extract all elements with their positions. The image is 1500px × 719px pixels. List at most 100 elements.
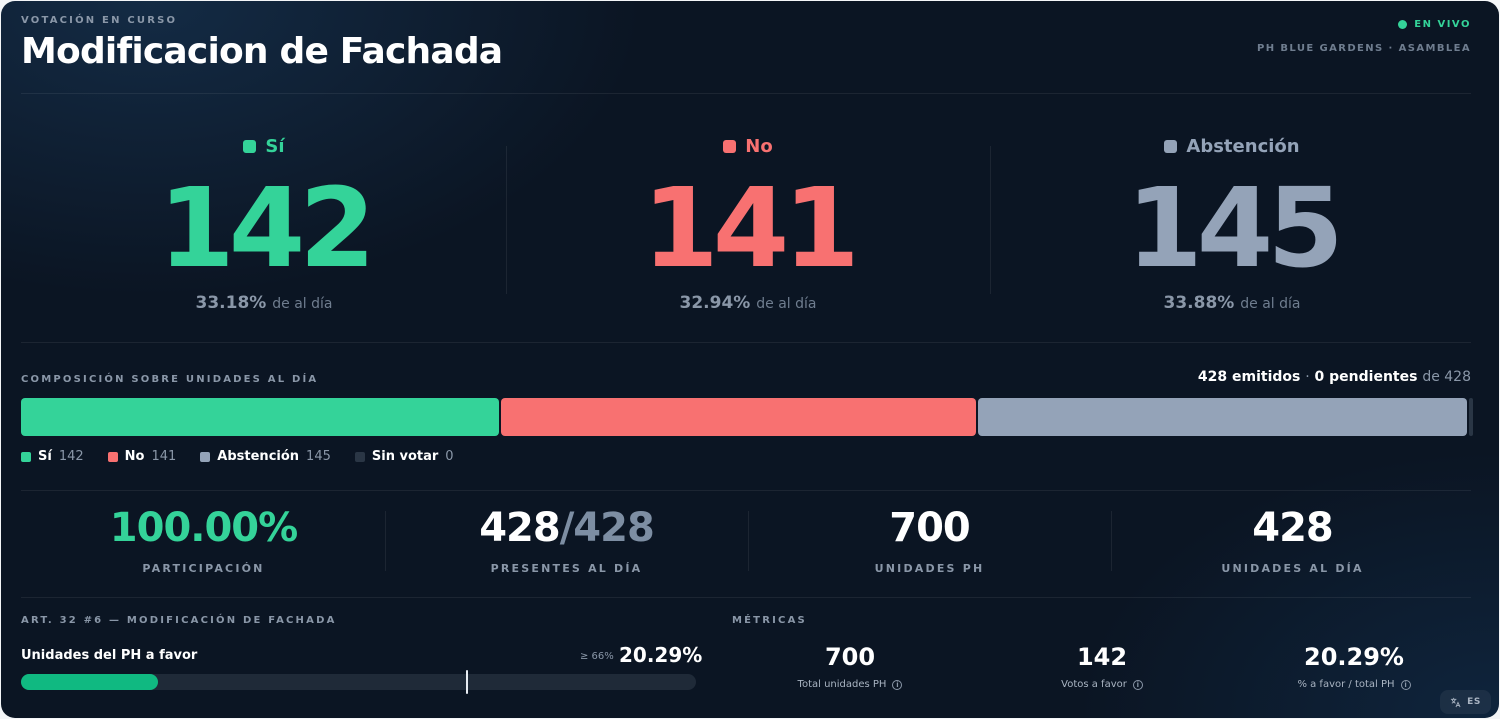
units-ph-value: 700	[889, 505, 971, 551]
article-title: ART. 32 #6 — MODIFICACIÓN DE FACHADA	[21, 615, 337, 626]
vote-percent-value: 32.94%	[679, 293, 751, 313]
legend-item-abstain: Abstención 145	[200, 449, 331, 464]
units-day-value: 428	[1252, 505, 1334, 551]
divider	[21, 490, 1471, 491]
metric-label-row: % a favor / total PH i	[1229, 679, 1479, 690]
metric-label-row: Votos a favor i	[977, 679, 1227, 690]
participation-label: PARTICIPACIÓN	[142, 562, 265, 575]
metric-value: 142	[1076, 643, 1128, 671]
stat-units-ph: 700 UNIDADES PH	[748, 506, 1111, 575]
vote-head: Abstención	[990, 136, 1474, 157]
vote-percent: 33.18% de al día	[22, 293, 506, 313]
legend-count: 142	[58, 449, 84, 464]
stat-present: 428/428 PRESENTES AL DÍA	[385, 506, 748, 575]
yes-swatch-icon	[21, 451, 31, 462]
vote-percent-suffix: de al día	[756, 296, 817, 312]
column-divider	[506, 146, 507, 294]
legend-label: No	[124, 449, 145, 464]
composition-bar	[21, 398, 1473, 436]
translate-icon	[1451, 697, 1461, 707]
metric-total-units: 700 Total unidades PH i	[725, 643, 975, 690]
live-indicator: EN VIVO	[1398, 19, 1471, 30]
stat-divider	[748, 511, 749, 571]
article-progress-fill	[21, 674, 158, 690]
metric-votes-favor: 142 Votos a favor i	[977, 643, 1227, 690]
composition-legend: Sí 142 No 141 Abstención 145 Sin votar 0	[21, 449, 454, 464]
vote-count: 145	[1126, 164, 1344, 292]
legend-item-yes: Sí 142	[21, 449, 84, 464]
legend-label: Sí	[38, 449, 52, 464]
vote-percent-suffix: de al día	[1240, 296, 1301, 312]
metric-label: Votos a favor	[1061, 679, 1127, 690]
no-swatch-icon	[723, 140, 737, 153]
vote-percent: 33.88% de al día	[990, 293, 1474, 313]
metrics-title: MÉTRICAS	[732, 615, 807, 626]
legend-item-no: No 141	[107, 449, 177, 464]
divider	[21, 597, 1471, 598]
vote-column-abstain: Abstención 145 33.88% de al día	[990, 136, 1474, 313]
article-value: 20.29%	[619, 643, 703, 667]
legend-count: 141	[151, 449, 177, 464]
live-label: EN VIVO	[1414, 19, 1471, 30]
vote-count: 141	[642, 164, 860, 292]
info-icon[interactable]: i	[1132, 679, 1143, 690]
metric-label-row: Total unidades PH i	[725, 679, 975, 690]
vote-count: 142	[158, 164, 376, 292]
language-switcher[interactable]: ES	[1440, 690, 1491, 714]
composition-summary: 428 emitidos · 0 pendientes de 428	[1198, 369, 1471, 385]
no-swatch-icon	[107, 451, 118, 462]
legend-count: 0	[445, 449, 454, 464]
composition-segment-abstenci-n	[978, 398, 1467, 436]
summary-separator: ·	[1305, 369, 1310, 385]
stat-participation: 100.00% PARTICIPACIÓN	[22, 506, 385, 575]
language-label: ES	[1467, 697, 1481, 707]
participation-value: 100.00%	[109, 505, 298, 551]
emitted-count: 428 emitidos	[1197, 369, 1301, 385]
legend-count: 145	[306, 449, 331, 464]
legend-label: Sin votar	[371, 449, 439, 464]
live-dot-icon	[1398, 20, 1408, 29]
stat-divider	[1111, 511, 1112, 571]
organization-label: PH BLUE GARDENS · ASAMBLEA	[1257, 43, 1471, 54]
present-count: 428	[479, 505, 560, 551]
article-label: Unidades del PH a favor	[21, 648, 198, 663]
info-icon[interactable]: i	[892, 679, 903, 690]
metric-percent-favor: 20.29% % a favor / total PH i	[1229, 643, 1479, 690]
metric-label: Total unidades PH	[797, 679, 887, 690]
article-threshold: ≥ 66%	[580, 651, 614, 662]
divider	[21, 93, 1471, 94]
vote-label: No	[745, 136, 773, 157]
metric-value: 700	[824, 643, 876, 671]
vote-label: Sí	[265, 136, 285, 157]
vote-column-no: No 141 32.94% de al día	[506, 136, 990, 313]
present-total: 428	[573, 505, 654, 551]
vote-label: Abstención	[1186, 136, 1300, 157]
stat-divider	[385, 511, 386, 571]
page-title: Modificacion de Fachada	[21, 31, 503, 72]
present-label: PRESENTES AL DÍA	[490, 562, 643, 575]
composition-segment-no	[501, 398, 977, 436]
vote-head: Sí	[22, 136, 506, 157]
metric-value: 20.29%	[1304, 643, 1404, 671]
status-eyebrow: VOTACIÓN EN CURSO	[21, 15, 178, 26]
not-voted-swatch-icon	[354, 451, 365, 462]
vote-percent-suffix: de al día	[272, 296, 333, 312]
stat-units-day: 428 UNIDADES AL DÍA	[1111, 506, 1474, 575]
article-progress-bar	[21, 670, 696, 694]
yes-swatch-icon	[243, 140, 257, 153]
composition-segment-s-	[21, 398, 500, 436]
legend-label: Abstención	[217, 449, 300, 464]
composition-segment-sin-votar	[1469, 398, 1473, 436]
info-icon[interactable]: i	[1400, 679, 1411, 690]
composition-title: COMPOSICIÓN SOBRE UNIDADES AL DÍA	[21, 374, 319, 385]
units-day-label: UNIDADES AL DÍA	[1221, 562, 1364, 575]
legend-item-not-voted: Sin votar 0	[354, 449, 454, 464]
vote-column-yes: Sí 142 33.18% de al día	[22, 136, 506, 313]
abstain-swatch-icon	[1164, 140, 1178, 153]
pending-count: 0 pendientes	[1314, 369, 1418, 385]
units-ph-label: UNIDADES PH	[874, 562, 985, 575]
summary-total: de 428	[1422, 369, 1471, 385]
column-divider	[990, 146, 991, 294]
present-slash: /	[559, 505, 575, 551]
